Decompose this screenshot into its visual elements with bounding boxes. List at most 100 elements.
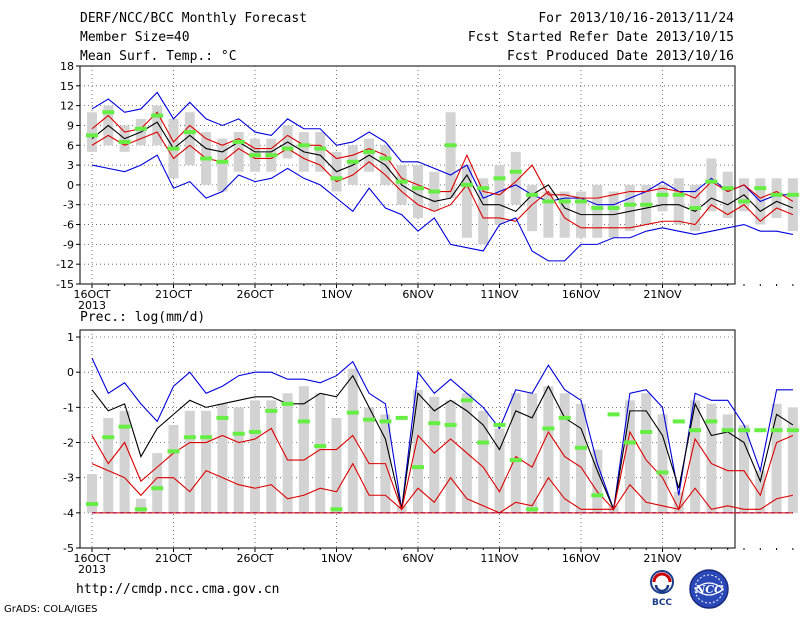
temperature-ensemble-bar	[787, 178, 798, 232]
precipitation-median-marker	[623, 440, 636, 445]
temperature-median-marker	[249, 153, 261, 158]
precipitation-median-marker	[558, 415, 571, 420]
precipitation-ensemble-bar	[233, 407, 244, 513]
precipitation-ytick-label: -2	[63, 437, 74, 450]
precipitation-ensemble-bar	[771, 403, 782, 513]
precipitation-median-marker	[591, 493, 604, 498]
temperature-median-marker	[428, 189, 441, 194]
temperature-median-marker	[363, 149, 376, 154]
temperature-ensemble-bar	[184, 112, 195, 166]
precipitation-ensemble-bar	[119, 410, 130, 513]
precipitation-ytick-label: -4	[63, 507, 74, 520]
precipitation-median-marker	[379, 419, 392, 424]
temperature-xtick-label: 21OCT	[155, 288, 192, 301]
temperature-ensemble-bar	[706, 158, 717, 212]
temperature-ensemble-bar	[543, 191, 554, 238]
precipitation-median-marker	[346, 410, 359, 415]
member-size: Member Size=40	[80, 30, 190, 45]
temperature-median-marker	[86, 133, 98, 138]
temperature-xtick-label: 16OCT	[73, 288, 110, 301]
grads-credit: GrADS: COLA/IGES	[4, 604, 98, 615]
precipitation-median-marker	[363, 417, 376, 422]
temperature-ensemble-bar	[233, 132, 244, 172]
precipitation-median-marker	[640, 429, 653, 434]
precipitation-ensemble-bar	[690, 400, 701, 513]
temperature-ensemble-bar	[461, 165, 472, 238]
precipitation-median-marker	[314, 444, 327, 449]
precipitation-median-marker	[151, 486, 164, 491]
precipitation-median-marker	[754, 428, 767, 433]
precipitation-ensemble-bar	[87, 474, 97, 513]
temperature-ensemble-bar	[87, 112, 97, 152]
precipitation-median-marker	[493, 422, 506, 427]
precipitation-ensemble-bar	[364, 407, 375, 513]
precipitation-ensemble-bar	[413, 389, 423, 513]
precipitation-ensemble-bar	[624, 400, 635, 513]
precipitation-median-marker	[102, 435, 115, 440]
precipitation-ensemble-bar	[787, 407, 798, 513]
temperature-median-marker	[542, 199, 555, 204]
precipitation-ensemble-bar	[494, 428, 505, 513]
precipitation-median-marker	[672, 419, 685, 424]
precipitation-ensemble-bar	[592, 449, 603, 513]
precipitation-xtick-label: 21NOV	[643, 552, 682, 565]
precipitation-median-marker	[705, 419, 718, 424]
temperature-median-marker	[216, 159, 229, 164]
temperature-median-marker	[314, 146, 327, 151]
precipitation-ensemble-bar	[755, 470, 766, 513]
temperature-median-marker	[118, 139, 131, 144]
precipitation-median-marker	[86, 502, 98, 507]
precipitation-ensemble-bar	[168, 424, 179, 513]
temperature-median-marker	[526, 192, 539, 197]
temperature-ensemble-bar	[559, 191, 570, 238]
temperature-median-marker	[623, 202, 636, 207]
precipitation-ensemble-bar	[250, 400, 260, 513]
precipitation-ensemble-bar	[510, 393, 521, 513]
temperature-ensemble-bar	[527, 184, 538, 232]
precipitation-ensemble-bar	[201, 410, 212, 513]
precipitation-ensemble-bar	[135, 498, 146, 513]
precipitation-ensemble-bar	[641, 393, 652, 513]
precipitation-median-marker	[134, 507, 147, 512]
temperature-ytick-label: 18	[60, 60, 74, 73]
temperature-median-marker	[395, 179, 408, 184]
temperature-ytick-label: -3	[63, 199, 74, 212]
precipitation-median-marker	[330, 507, 343, 512]
bcc-logo-text: BCC	[652, 598, 672, 608]
precipitation-ytick-label: -3	[63, 472, 74, 485]
temperature-ytick-label: 0	[67, 179, 74, 192]
temperature-median-marker	[575, 199, 587, 204]
ncc-logo-text: NCC	[694, 583, 723, 596]
precipitation-median-marker	[200, 435, 213, 440]
precipitation-ytick-label: 1	[67, 331, 74, 344]
precipitation-panel-title: Prec.: log(mm/d)	[80, 310, 205, 325]
precipitation-xtick-label: 21OCT	[155, 552, 192, 565]
temperature-ensemble-bar	[478, 178, 489, 245]
precipitation-ensemble-bar	[739, 424, 749, 513]
temperature-median-marker	[754, 186, 767, 191]
temperature-ytick-label: 12	[60, 100, 74, 113]
precipitation-median-marker	[428, 421, 441, 426]
temperature-median-marker	[591, 206, 604, 211]
temperature-median-marker	[477, 186, 490, 191]
precipitation-median-marker	[395, 415, 408, 420]
precipitation-xtick-label: 16NOV	[562, 552, 601, 565]
source-url[interactable]: http://cmdp.ncc.cma.gov.cn	[76, 582, 280, 597]
precipitation-median-marker	[656, 470, 669, 475]
temperature-median-marker	[460, 182, 473, 187]
precipitation-ensemble-bar	[184, 410, 195, 513]
temperature-median-marker	[493, 176, 506, 181]
precipitation-median-marker	[526, 507, 539, 512]
temperature-ytick-label: -12	[56, 258, 74, 271]
temperature-median-marker	[265, 153, 278, 158]
precipitation-lower-line	[91, 462, 794, 514]
precipitation-ensemble-bar	[152, 453, 163, 513]
temperature-median-marker	[640, 202, 653, 207]
precipitation-ensemble-bar	[315, 393, 326, 513]
precipitation-ensemble-bar	[445, 400, 456, 513]
precipitation-median-marker	[460, 398, 473, 403]
precipitation-median-marker	[167, 449, 180, 454]
ncc-logo-icon: NCC	[689, 569, 729, 609]
forecast-period: For 2013/10/16-2013/11/24	[538, 11, 734, 26]
